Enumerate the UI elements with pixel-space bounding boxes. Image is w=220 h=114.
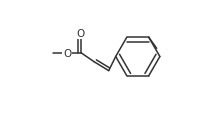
Text: O: O xyxy=(77,28,85,38)
Text: O: O xyxy=(63,48,71,58)
